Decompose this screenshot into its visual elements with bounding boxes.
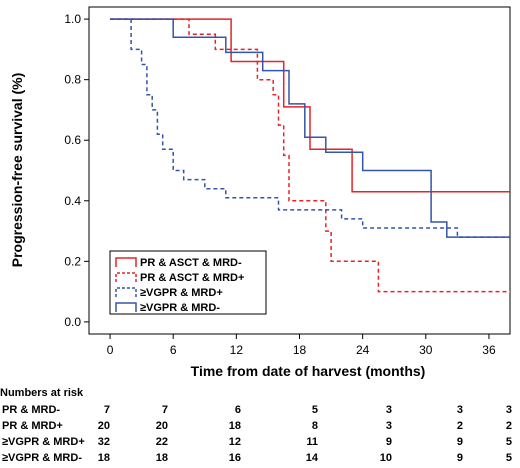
- y-tick-label: 0.6: [64, 133, 81, 147]
- legend-swatch: [115, 302, 137, 312]
- risk-row-label: ≥VGPR & MRD+: [2, 436, 85, 448]
- risk-count: 10: [379, 452, 392, 464]
- risk-count: 9: [456, 436, 463, 448]
- risk-table-row: PR & MRD- 7 7 6 5 3 3 3: [0, 404, 520, 420]
- legend-items: PR & ASCT & MRD- PR & ASCT & MRD+ ≥VGPR & …: [115, 257, 244, 314]
- risk-row-label: ≥VGPR & MRD-: [2, 452, 82, 464]
- risk-count: 22: [155, 436, 168, 448]
- x-tick-label: 12: [230, 343, 244, 357]
- risk-count: 3: [456, 404, 463, 416]
- legend-swatch: [115, 257, 137, 267]
- risk-count: 32: [97, 436, 110, 448]
- legend-label: ≥VGPR & MRD-: [140, 302, 220, 314]
- y-tick-label: 0.0: [64, 315, 81, 329]
- y-tick-label: 0.2: [64, 254, 81, 268]
- risk-count: 9: [385, 436, 392, 448]
- risk-table-row: ≥VGPR & MRD- 18 18 16 14 10 9 5: [0, 452, 520, 468]
- risk-count: 5: [505, 436, 512, 448]
- survival-curve-1: [110, 18, 510, 293]
- risk-row-label: PR & MRD-: [2, 404, 61, 416]
- y-axis-ticks: 0.0 0.2 0.4 0.6 0.8 1.0: [64, 12, 89, 329]
- risk-count: 18: [155, 452, 168, 464]
- risk-count: 11: [306, 436, 318, 448]
- risk-count: 20: [97, 420, 110, 432]
- risk-count: 9: [456, 452, 463, 464]
- survival-curve-2: [110, 18, 510, 238]
- x-tick-label: 30: [419, 343, 433, 357]
- x-tick-label: 0: [107, 343, 114, 357]
- survival-curve-0: [110, 18, 510, 193]
- risk-count: 16: [228, 452, 241, 464]
- x-tick-label: 18: [293, 343, 307, 357]
- risk-count: 5: [311, 404, 318, 416]
- y-tick-label: 0.8: [64, 73, 81, 87]
- risk-count: 5: [505, 452, 512, 464]
- legend-label: PR & ASCT & MRD-: [140, 257, 242, 269]
- y-tick-label: 1.0: [64, 12, 81, 26]
- risk-count: 7: [103, 404, 110, 416]
- legend-label: ≥VGPR & MRD+: [140, 287, 223, 299]
- risk-row-label: PR & MRD+: [2, 420, 63, 432]
- survival-curve-3: [110, 18, 510, 238]
- risk-table-title: Numbers at risk: [0, 387, 84, 399]
- legend: PR & ASCT & MRD- PR & ASCT & MRD+ ≥VGPR & …: [109, 250, 267, 315]
- risk-count: 20: [155, 420, 168, 432]
- y-tick-label: 0.4: [64, 194, 81, 208]
- risk-count: 18: [97, 452, 110, 464]
- kaplan-meier-chart: 0 6 12 18 24 30 36 0.0 0.2 0.4 0.6 0.8 1.0 Progress…: [9, 6, 511, 379]
- x-tick-label: 36: [482, 343, 496, 357]
- x-tick-label: 24: [356, 343, 370, 357]
- survival-curves: [110, 18, 510, 293]
- risk-count: 3: [505, 404, 512, 416]
- risk-count: 6: [234, 404, 241, 416]
- risk-count: 2: [456, 420, 463, 432]
- risk-count: 18: [228, 420, 241, 432]
- risk-count: 14: [305, 452, 318, 464]
- x-axis-ticks: 0 6 12 18 24 30 36: [107, 334, 496, 357]
- risk-count: 3: [385, 404, 392, 416]
- legend-label: PR & ASCT & MRD+: [140, 272, 244, 284]
- risk-count: 8: [311, 420, 318, 432]
- x-axis-title: Time from date of harvest (months): [191, 363, 426, 379]
- risk-count: 12: [228, 436, 241, 448]
- risk-table-row: PR & MRD+ 20 20 18 8 3 2 2: [0, 420, 520, 436]
- risk-count: 3: [385, 420, 392, 432]
- risk-table-row: ≥VGPR & MRD+ 32 22 12 11 9 9 5: [0, 436, 520, 452]
- risk-count: 2: [505, 420, 512, 432]
- risk-count: 7: [161, 404, 168, 416]
- y-axis-title: Progression-free survival (%): [9, 73, 25, 268]
- x-tick-label: 6: [170, 343, 177, 357]
